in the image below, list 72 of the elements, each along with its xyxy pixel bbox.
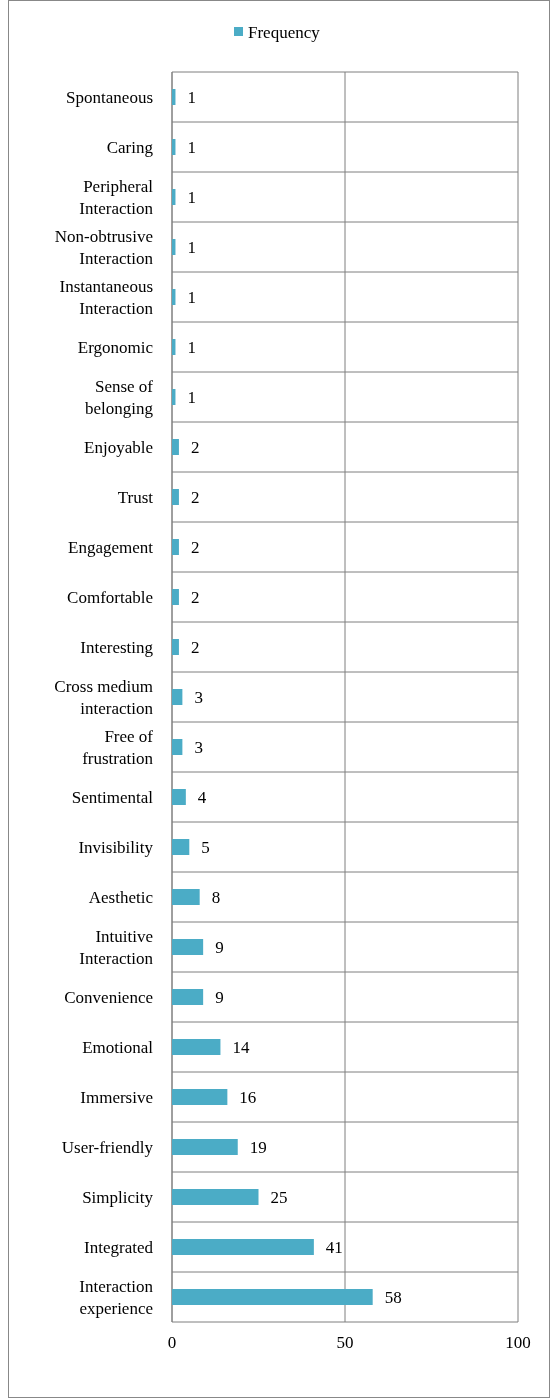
- data-label: 1: [187, 137, 196, 157]
- data-label: 19: [249, 1137, 267, 1157]
- bar: [172, 1089, 228, 1105]
- data-label: 2: [190, 487, 200, 507]
- data-label: 3: [194, 687, 203, 707]
- y-tick-label: Intuitive Interaction: [79, 926, 154, 968]
- data-label: 5: [201, 837, 210, 857]
- bar: [172, 439, 179, 455]
- y-tick-label: Integrated: [84, 1237, 154, 1257]
- bar: [172, 639, 179, 655]
- y-tick-label: Trust: [117, 487, 154, 507]
- y-tick-label: Sense of belonging: [85, 376, 154, 418]
- bar: [172, 1239, 314, 1255]
- y-tick-label: Peripheral Interaction: [79, 176, 154, 218]
- bar: [172, 989, 204, 1005]
- data-label: 1: [187, 387, 196, 407]
- y-tick-label: Instantaneous Interaction: [59, 276, 154, 318]
- data-label: 1: [187, 287, 196, 307]
- data-label: 2: [190, 587, 200, 607]
- bar: [172, 539, 179, 555]
- data-label: 8: [211, 887, 221, 907]
- bar: [172, 839, 190, 855]
- data-label: 25: [270, 1187, 288, 1207]
- y-tick-label: Enjoyable: [84, 437, 153, 457]
- y-tick-label: Free of frustration: [82, 726, 154, 768]
- bar: [172, 689, 183, 705]
- data-label: 16: [239, 1087, 257, 1107]
- y-tick-label: Emotional: [82, 1037, 154, 1057]
- y-tick-label: Simplicity: [82, 1187, 154, 1207]
- y-tick-label: Aesthetic: [88, 887, 154, 907]
- bar: [172, 1189, 259, 1205]
- y-tick-label: Sentimental: [71, 787, 154, 807]
- data-label: 1: [187, 337, 196, 357]
- data-label: 3: [194, 737, 203, 757]
- legend-label: Frequency: [248, 22, 321, 42]
- x-tick-label: 0: [167, 1333, 177, 1352]
- y-tick-label: Convenience: [64, 987, 153, 1007]
- data-label: 1: [187, 87, 196, 107]
- data-label: 2: [190, 437, 200, 457]
- bar: [172, 739, 183, 755]
- data-label: 58: [384, 1287, 402, 1307]
- y-tick-label: Comfortable: [67, 587, 153, 607]
- y-tick-label: Immersive: [80, 1087, 153, 1107]
- y-tick-label: Non-obtrusive Interaction: [54, 226, 154, 268]
- y-tick-label: Interesting: [80, 637, 154, 657]
- y-tick-label: Spontaneous: [66, 87, 153, 107]
- data-label: 41: [325, 1237, 343, 1257]
- data-label: 9: [215, 937, 224, 957]
- data-label: 14: [232, 1037, 250, 1057]
- y-tick-label: Interaction experience: [79, 1276, 154, 1318]
- y-tick-label: Caring: [106, 137, 154, 157]
- bar: [172, 939, 204, 955]
- y-tick-label: Ergonomic: [77, 337, 154, 357]
- y-tick-label: Cross medium interaction: [54, 676, 154, 718]
- y-tick-label: User-friendly: [61, 1137, 154, 1157]
- bar: [172, 889, 200, 905]
- x-tick-label: 100: [505, 1333, 531, 1352]
- data-label: 1: [187, 187, 196, 207]
- x-tick-label: 50: [336, 1333, 354, 1352]
- data-label: 2: [190, 637, 200, 657]
- bar: [172, 1039, 221, 1055]
- data-label: 2: [190, 537, 200, 557]
- data-label: 9: [215, 987, 224, 1007]
- bar: [172, 589, 179, 605]
- y-tick-label: Invisibility: [78, 837, 154, 857]
- bar: [172, 489, 179, 505]
- y-tick-label: Engagement: [68, 537, 154, 557]
- data-label: 4: [197, 787, 207, 807]
- bar: [172, 1289, 373, 1305]
- bar: [172, 1139, 238, 1155]
- bar: [172, 789, 186, 805]
- data-label: 1: [187, 237, 196, 257]
